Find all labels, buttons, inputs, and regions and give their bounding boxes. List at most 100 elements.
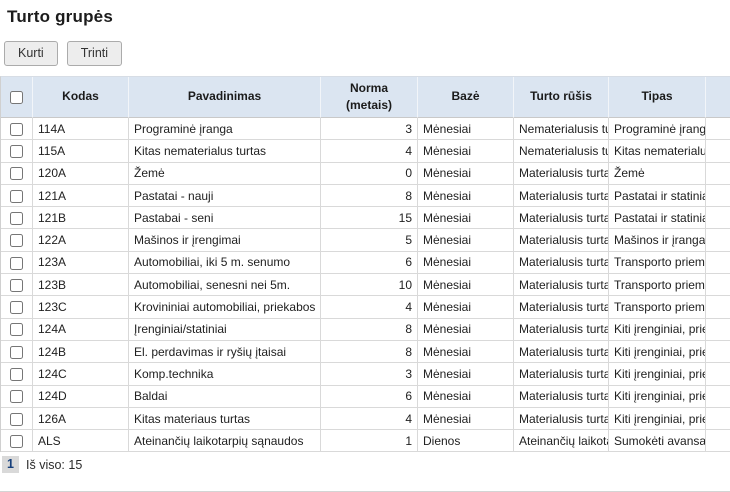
cell-norma: 4 [321, 407, 418, 431]
cell-pavadinimas: Kitas nematerialus turtas [129, 140, 321, 163]
cell-extra [706, 296, 730, 319]
row-checkbox[interactable] [10, 301, 23, 315]
cell-extra [706, 118, 730, 141]
cell-kodas: 124C [33, 363, 129, 386]
cell-norma: 6 [321, 385, 418, 408]
cell-turto-rusis: Nematerialusis turtas [514, 118, 609, 141]
cell-turto-rusis: Materialusis turtas [514, 162, 609, 185]
row-checkbox[interactable] [10, 234, 23, 248]
table-row[interactable]: 123A Automobiliai, iki 5 m. senumo 6 Mėn… [1, 251, 730, 275]
cell-kodas: 122A [33, 229, 129, 252]
delete-button[interactable]: Trinti [66, 41, 123, 66]
cell-pavadinimas: Pastatai - nauji [129, 184, 321, 208]
table-row[interactable]: 124C Komp.technika 3 Mėnesiai Materialus… [1, 363, 730, 386]
cell-kodas: 124A [33, 318, 129, 341]
table-row[interactable]: ALS Ateinančių laikotarpių sąnaudos 1 Di… [1, 430, 730, 453]
row-checkbox[interactable] [10, 145, 23, 159]
row-select-cell [1, 363, 33, 386]
row-checkbox[interactable] [10, 189, 23, 203]
row-checkbox[interactable] [10, 122, 23, 136]
cell-kodas: 121B [33, 207, 129, 230]
table-row[interactable]: 123C Krovininiai automobiliai, priekabos… [1, 296, 730, 319]
cell-kodas: 123A [33, 251, 129, 275]
table-row[interactable]: 124A Įrenginiai/statiniai 8 Mėnesiai Mat… [1, 318, 730, 341]
cell-baze: Mėnesiai [418, 207, 514, 230]
row-select-cell [1, 207, 33, 230]
cell-norma: 8 [321, 318, 418, 341]
cell-extra [706, 163, 730, 185]
row-checkbox[interactable] [10, 390, 23, 404]
cell-extra [706, 185, 730, 208]
toolbar: Kurti Trinti [4, 41, 730, 66]
row-select-cell [1, 385, 33, 408]
row-select-cell [1, 340, 33, 364]
cell-extra [706, 341, 730, 364]
table-row[interactable]: 122A Mašinos ir įrengimai 5 Mėnesiai Mat… [1, 229, 730, 252]
column-header-kodas[interactable]: Kodas [33, 77, 129, 118]
table-row[interactable]: 123B Automobiliai, senesni nei 5m. 10 Mė… [1, 274, 730, 297]
column-header-pavadinimas[interactable]: Pavadinimas [129, 77, 321, 118]
row-checkbox[interactable] [10, 368, 23, 382]
cell-extra [706, 319, 730, 341]
row-checkbox[interactable] [10, 345, 23, 359]
cell-kodas: 120A [33, 162, 129, 185]
table-row[interactable]: 121A Pastatai - nauji 8 Mėnesiai Materia… [1, 184, 730, 208]
cell-pavadinimas: Žemė [129, 162, 321, 185]
cell-norma: 15 [321, 207, 418, 230]
row-checkbox[interactable] [10, 434, 23, 448]
cell-extra [706, 430, 730, 453]
row-checkbox[interactable] [10, 412, 23, 426]
cell-turto-rusis: Materialusis turtas [514, 274, 609, 297]
column-header-norma-line2: (metais) [345, 98, 392, 112]
cell-baze: Mėnesiai [418, 296, 514, 319]
cell-turto-rusis: Materialusis turtas [514, 318, 609, 341]
cell-tipas: Pastatai ir statiniai [609, 184, 706, 208]
row-select-cell [1, 251, 33, 275]
row-checkbox[interactable] [10, 278, 23, 292]
create-button[interactable]: Kurti [4, 41, 58, 66]
cell-pavadinimas: Mašinos ir įrengimai [129, 229, 321, 252]
cell-extra [706, 363, 730, 386]
row-checkbox[interactable] [10, 323, 23, 337]
cell-kodas: 123C [33, 296, 129, 319]
cell-tipas: Kiti įrenginiai, prietaisai [609, 363, 706, 386]
row-checkbox[interactable] [10, 256, 23, 270]
cell-turto-rusis: Materialusis turtas [514, 296, 609, 319]
column-header-tipas[interactable]: Tipas [609, 77, 706, 118]
column-header-norma[interactable]: Norma (metais) [321, 77, 418, 118]
select-all-checkbox[interactable] [10, 90, 23, 104]
table-row[interactable]: 121B Pastabai - seni 15 Mėnesiai Materia… [1, 207, 730, 230]
cell-baze: Mėnesiai [418, 118, 514, 141]
cell-tipas: Žemė [609, 162, 706, 185]
table-row[interactable]: 124D Baldai 6 Mėnesiai Materialusis turt… [1, 385, 730, 408]
cell-extra [706, 229, 730, 252]
cell-pavadinimas: Pastabai - seni [129, 207, 321, 230]
cell-kodas: 115A [33, 140, 129, 163]
cell-turto-rusis: Materialusis turtas [514, 363, 609, 386]
table-row[interactable]: 126A Kitas materiaus turtas 4 Mėnesiai M… [1, 407, 730, 431]
table-row[interactable]: 115A Kitas nematerialus turtas 4 Mėnesia… [1, 140, 730, 163]
cell-turto-rusis: Materialusis turtas [514, 340, 609, 364]
column-header-baze[interactable]: Bazė [418, 77, 514, 118]
table-row[interactable]: 114A Programinė įranga 3 Mėnesiai Nemate… [1, 118, 730, 141]
row-checkbox[interactable] [10, 167, 23, 181]
cell-turto-rusis: Materialusis turtas [514, 385, 609, 408]
column-header-extra [706, 77, 730, 118]
cell-baze: Mėnesiai [418, 274, 514, 297]
table-row[interactable]: 120A Žemė 0 Mėnesiai Materialusis turtas… [1, 162, 730, 185]
page-title: Turto grupės [7, 7, 113, 26]
cell-extra [706, 274, 730, 297]
cell-tipas: Pastatai ir statiniai [609, 207, 706, 230]
cell-baze: Dienos [418, 430, 514, 453]
table-row[interactable]: 124B El. perdavimas ir ryšių įtaisai 8 M… [1, 340, 730, 364]
row-select-cell [1, 430, 33, 453]
cell-pavadinimas: Baldai [129, 385, 321, 408]
cell-extra [706, 140, 730, 163]
row-checkbox[interactable] [10, 212, 23, 225]
column-header-turto-rusis[interactable]: Turto rūšis [514, 77, 609, 118]
cell-pavadinimas: Komp.technika [129, 363, 321, 386]
cell-turto-rusis: Nematerialusis turtas [514, 140, 609, 163]
asset-groups-table: Kodas Pavadinimas Norma (metais) Bazė Tu… [0, 76, 730, 453]
table-body: 114A Programinė įranga 3 Mėnesiai Nemate… [1, 118, 730, 453]
page-number-button[interactable]: 1 [2, 456, 19, 474]
